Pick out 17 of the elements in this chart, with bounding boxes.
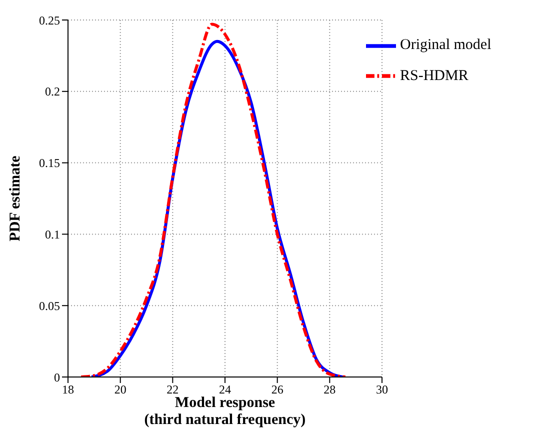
x-tick-label: 28	[324, 382, 336, 397]
legend-label: RS-HDMR	[400, 68, 468, 84]
y-tick-label: 0.2	[45, 84, 60, 99]
x-tick-label: 22	[166, 382, 179, 397]
x-tick-label: 26	[271, 382, 284, 397]
x-tick-label: 20	[114, 382, 126, 397]
x-axis-title: Model response (third natural frequency)	[144, 395, 306, 428]
y-axis-title: PDF estimate	[7, 155, 24, 242]
y-tick-label: 0	[54, 370, 60, 384]
y-tick-label: 0.05	[39, 298, 60, 313]
x-tick-label: 24	[219, 382, 231, 397]
y-tick-label: 0.25	[39, 13, 60, 28]
legend-label: Original model	[400, 37, 492, 53]
y-tick-label: 0.1	[45, 227, 60, 242]
y-tick-label: 0.15	[39, 156, 60, 170]
x-tick-label: 18	[62, 382, 74, 397]
x-tick-label: 30	[376, 382, 388, 397]
